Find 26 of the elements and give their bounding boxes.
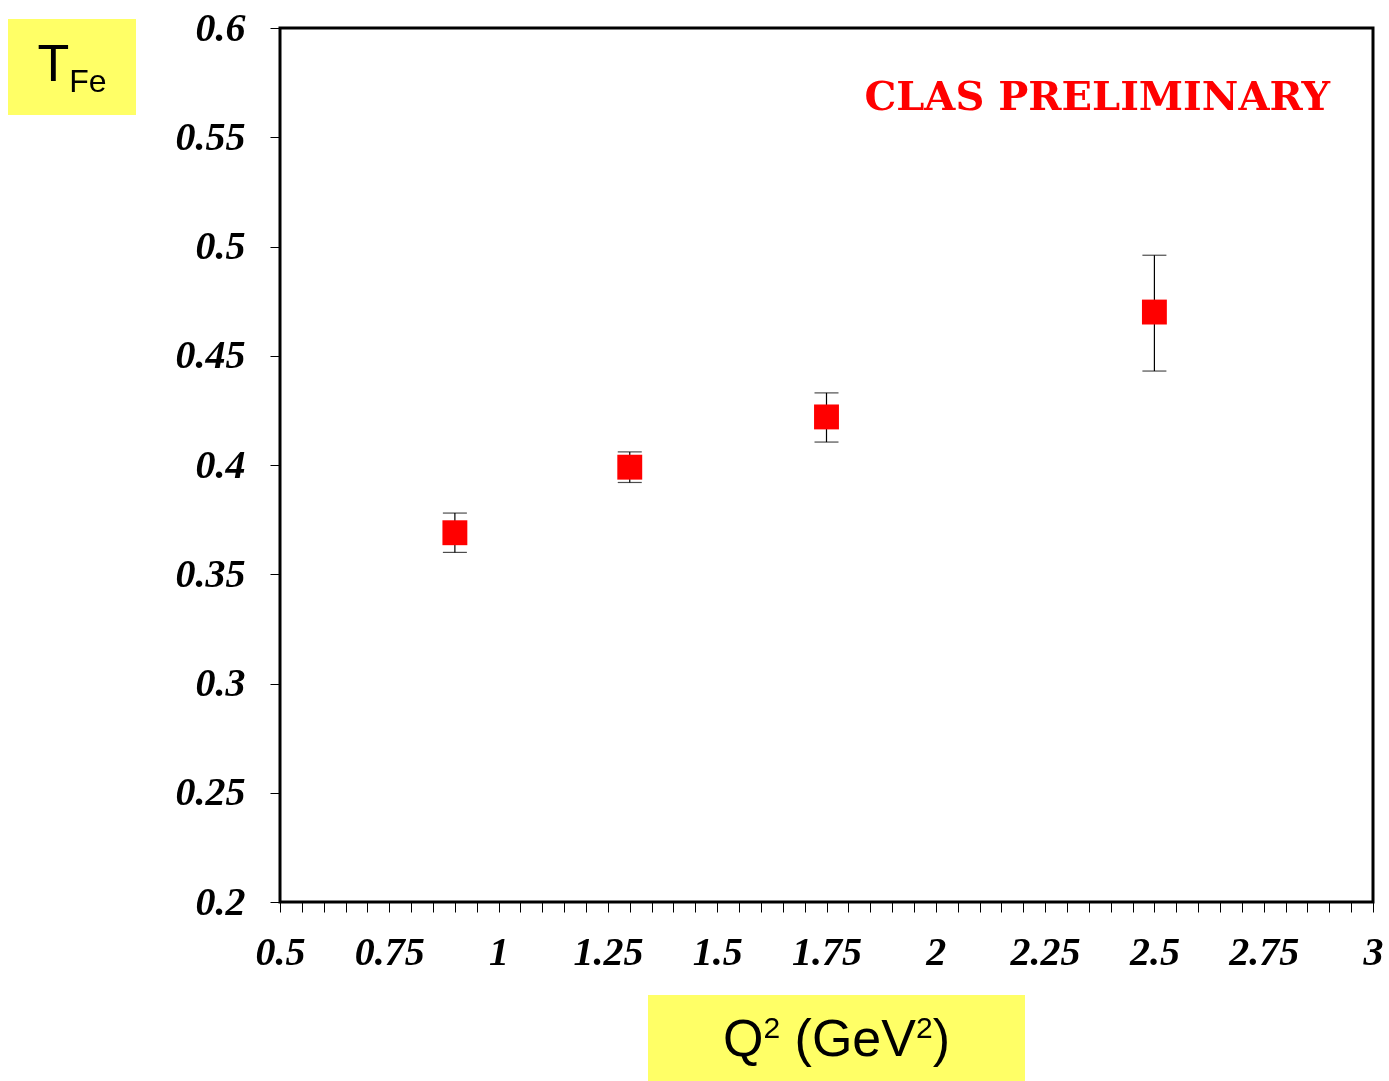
x-tick-label: 1 bbox=[489, 928, 510, 974]
x-tick-label: 1.75 bbox=[792, 928, 862, 974]
x-tick-label: 2.5 bbox=[1128, 928, 1180, 974]
y-axis-title: T$_{Fe}$ bbox=[37, 33, 107, 101]
x-axis-title: Q$^{2}$ (GeV$^{2}$) bbox=[723, 1008, 950, 1068]
point bbox=[1141, 299, 1167, 325]
point bbox=[442, 520, 468, 546]
y-tick-label: 0.35 bbox=[175, 550, 246, 596]
x-tick-label: 3 bbox=[1362, 928, 1384, 974]
point bbox=[814, 404, 839, 430]
x-tick-label: 2 bbox=[925, 928, 947, 974]
y-tick-label: 0.55 bbox=[175, 113, 246, 159]
x-tick-label: 2.75 bbox=[1228, 928, 1300, 974]
y-tick-label: 0.6 bbox=[195, 4, 246, 50]
y-tick-label: 0.45 bbox=[175, 332, 246, 378]
x-tick-label: 0.5 bbox=[255, 928, 306, 974]
y-tick-label: 0.5 bbox=[195, 223, 246, 268]
y-tick-label: 0.4 bbox=[195, 441, 246, 487]
x-tick-label: 1.5 bbox=[692, 928, 743, 974]
x-tick-label: 1.25 bbox=[573, 928, 644, 974]
x-tick-label: 2.25 bbox=[1009, 928, 1081, 974]
y-tick-label: 0.25 bbox=[175, 769, 246, 815]
annotation: CLAS PRELIMINARY bbox=[864, 72, 1331, 119]
y-tick-label: 0.3 bbox=[195, 660, 246, 705]
y-tick-label: 0.2 bbox=[195, 878, 246, 924]
x-tick-label: 0.75 bbox=[354, 928, 425, 974]
